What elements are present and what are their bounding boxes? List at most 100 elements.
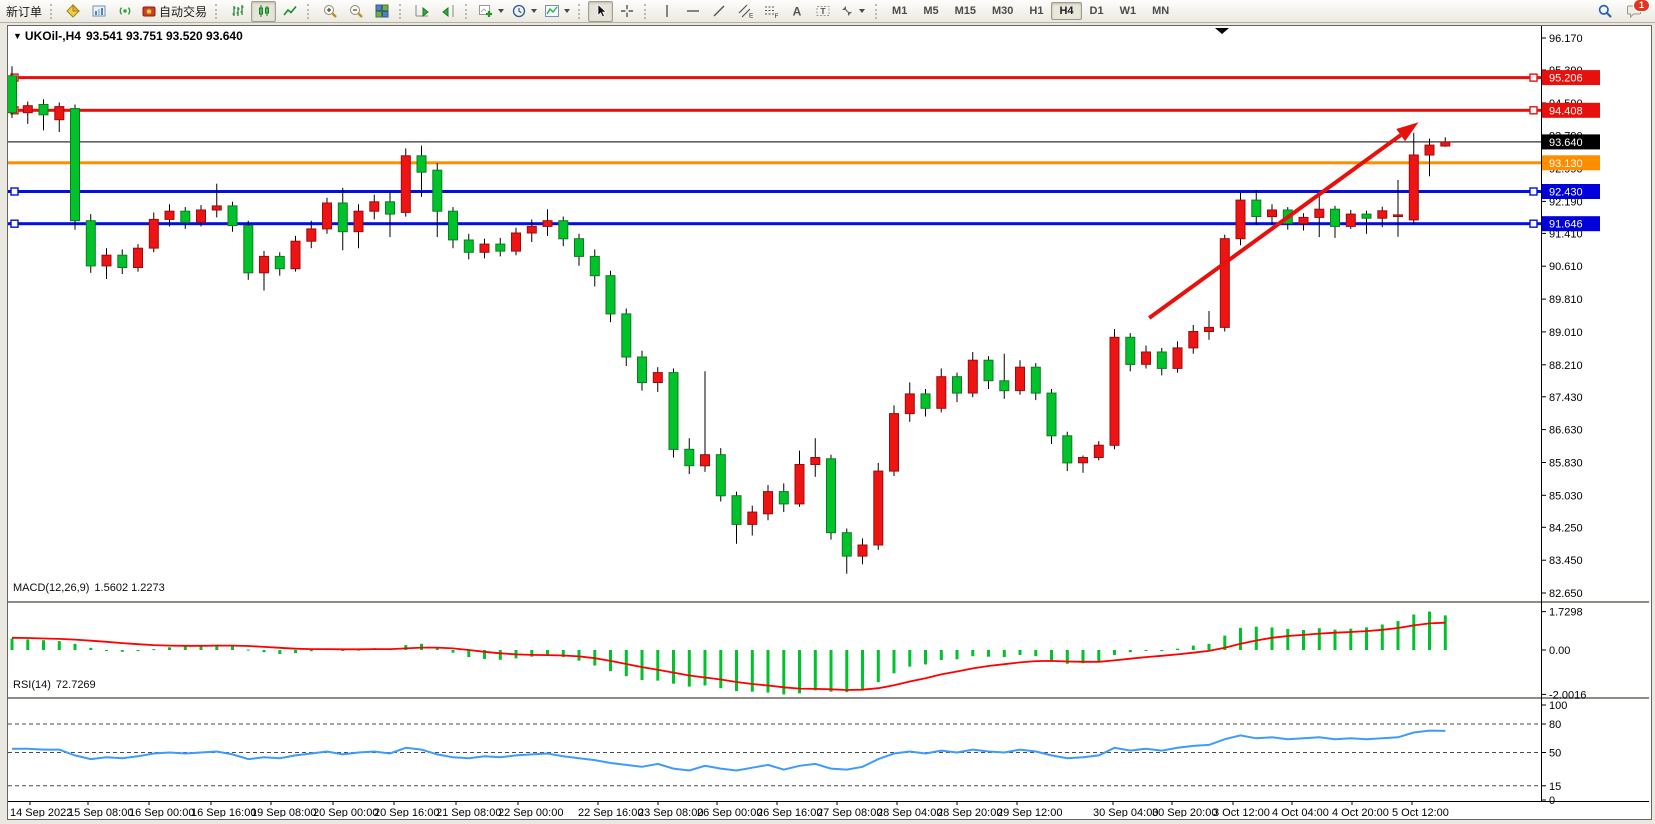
zoom-in-button[interactable] [317, 1, 342, 22]
fibonacci-button[interactable]: F [758, 1, 783, 22]
autotrade-icon [141, 3, 157, 19]
rsi-name: RSI(14) [13, 679, 51, 691]
rsi-tick: 15 [1549, 781, 1561, 793]
indicators-button[interactable] [475, 1, 507, 22]
candle [841, 532, 852, 557]
chat-button[interactable]: 1 [1621, 0, 1650, 22]
candle [605, 275, 616, 315]
macd-values: 1.5602 1.2273 [94, 582, 165, 594]
autotrade-button[interactable]: 自动交易 [138, 1, 210, 22]
text-button[interactable]: A [784, 1, 809, 22]
price-badge: 92.430 [1549, 187, 1583, 199]
chevron-down-icon[interactable] [564, 9, 571, 13]
candle [432, 169, 443, 212]
scroll-end-marker[interactable] [1215, 28, 1229, 34]
candle [1030, 366, 1041, 394]
hline-93.64[interactable] [8, 141, 1541, 143]
hline-95.206[interactable] [8, 73, 1541, 82]
timeframe-buttons: M1 M5 M15 M30 H1 H4 D1 W1 MN [871, 2, 1177, 20]
trendline-button[interactable] [706, 1, 731, 22]
horizontal-line-button[interactable] [680, 1, 705, 22]
signal-button[interactable] [112, 1, 137, 22]
timeframe-m30[interactable]: M30 [992, 5, 1014, 17]
time-tick: 22 Sep 00:00 [498, 807, 563, 817]
time-tick: 23 Sep 08:00 [638, 807, 703, 817]
search-button[interactable] [1592, 1, 1617, 22]
symbol-dropdown-icon[interactable]: ▼ [13, 31, 22, 41]
channel-icon: E [737, 3, 753, 19]
candle [794, 464, 805, 505]
timeframe-h1[interactable]: H1 [1029, 5, 1044, 17]
toolbar-separator [215, 3, 220, 19]
vertical-line-button[interactable] [654, 1, 679, 22]
chart-title: ▼ UKOil-,H4 93.541 93.751 93.520 93.640 [13, 29, 243, 43]
chevron-down-icon[interactable] [498, 9, 505, 13]
price-chart[interactable]: 96.17095.39094.59093.79092.99092.19091.4… [8, 26, 1649, 817]
candle-chart-button[interactable] [251, 0, 277, 22]
timeframe-mn[interactable]: MN [1152, 5, 1170, 17]
candle [1298, 216, 1309, 225]
timeframe-m5[interactable]: M5 [923, 5, 939, 17]
line-handle [1529, 73, 1538, 82]
tile-windows-button[interactable] [369, 1, 394, 22]
templates-icon [544, 3, 560, 19]
candle [999, 380, 1010, 392]
equidistant-channel-button[interactable]: E [732, 1, 757, 22]
rsi-tick: 100 [1549, 700, 1567, 712]
arrows-button[interactable] [836, 1, 868, 22]
svg-text:F: F [774, 13, 778, 19]
rsi-tick: 80 [1549, 719, 1561, 731]
timeframe-m15[interactable]: M15 [954, 5, 976, 17]
hline-94.408[interactable] [8, 106, 1541, 115]
candle [952, 376, 962, 394]
timeframe-d1[interactable]: D1 [1089, 5, 1104, 17]
candle [920, 393, 931, 409]
candle [85, 220, 96, 267]
cursor-button[interactable] [588, 0, 614, 22]
auto-scroll-button[interactable] [409, 1, 434, 22]
candle [1172, 347, 1183, 369]
candle [38, 104, 49, 116]
rsi-axis: 100 80 50 15 0 [1541, 700, 1567, 807]
chart-shift-icon [440, 3, 456, 19]
periods-button[interactable] [508, 1, 540, 22]
chart-shift-button[interactable] [435, 1, 460, 22]
market-watch-button[interactable] [86, 1, 111, 22]
bar-chart-button[interactable] [225, 1, 250, 22]
candle [700, 454, 710, 467]
timeframe-m1[interactable]: M1 [892, 5, 908, 17]
zoom-out-button[interactable] [343, 1, 368, 22]
chevron-down-icon[interactable] [859, 9, 866, 13]
candle [873, 470, 884, 546]
candle [1109, 336, 1120, 446]
candle [1314, 208, 1325, 218]
time-tick: 28 Sep 20:00 [937, 807, 1002, 817]
text-label-button[interactable]: T [810, 1, 835, 22]
hline-92.43[interactable] [8, 187, 1541, 196]
new-order-button[interactable]: 新订单 [3, 1, 45, 22]
candle [1204, 326, 1214, 332]
hline-91.646[interactable] [8, 219, 1541, 228]
package-button[interactable] [60, 1, 85, 22]
templates-button[interactable] [541, 1, 573, 22]
candle [715, 454, 726, 497]
chevron-down-icon[interactable] [531, 9, 538, 13]
line-chart-button[interactable] [277, 1, 302, 22]
time-tick: 5 Oct 12:00 [1392, 807, 1449, 817]
zoom-out-icon [348, 3, 364, 19]
macd-indicator-label: MACD(12,26,9) 1.5602 1.2273 [13, 582, 165, 594]
trend-arrow-annotation[interactable] [1148, 122, 1419, 320]
candle [1125, 336, 1136, 365]
time-tick: 4 Oct 04:00 [1272, 807, 1329, 817]
crosshair-button[interactable] [614, 1, 639, 22]
hline-93.13[interactable] [8, 161, 1541, 165]
candle [211, 205, 222, 211]
candle [495, 243, 506, 252]
time-tick: 16 Sep 16:00 [191, 807, 256, 817]
chart-window[interactable]: 96.17095.39094.59093.79092.99092.19091.4… [7, 25, 1652, 820]
candle [574, 238, 584, 257]
candle [526, 225, 537, 234]
timeframe-h4[interactable]: H4 [1051, 2, 1082, 20]
timeframe-w1[interactable]: W1 [1119, 5, 1137, 17]
candle [1440, 141, 1451, 147]
